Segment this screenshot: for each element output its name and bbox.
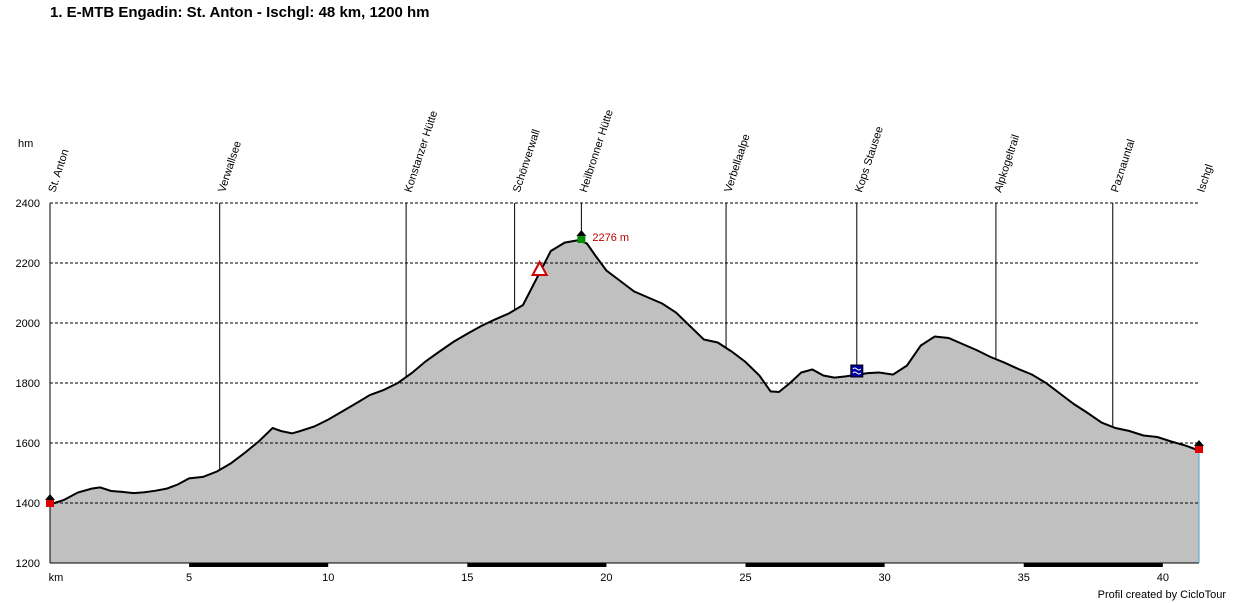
chart-title: 1. E-MTB Engadin: St. Anton - Ischgl: 48… — [50, 4, 430, 21]
x-tick-label: 40 — [1157, 572, 1169, 584]
x-tick-label: 25 — [739, 572, 751, 584]
y-tick-label: 1600 — [16, 438, 40, 450]
km-band-segment — [745, 563, 885, 567]
waypoint-label: Kops Stausee — [853, 125, 886, 194]
waypoint-label: Konstanzer Hütte — [403, 109, 441, 194]
lake-icon — [850, 364, 864, 378]
km-band-segment — [467, 563, 607, 567]
x-tick-label: 20 — [600, 572, 612, 584]
y-tick-label: 1400 — [16, 498, 40, 510]
elevation-area — [50, 240, 1199, 563]
peak-elevation-label: 2276 m — [592, 232, 629, 244]
credit-text: Profil created by CicloTour — [1097, 589, 1226, 601]
summit-icon — [576, 230, 587, 243]
x-tick-label: 5 — [186, 572, 192, 584]
x-tick-label: 35 — [1018, 572, 1030, 584]
x-tick-label: 15 — [461, 572, 473, 584]
waypoint-label: Heilbronner Hütte — [578, 108, 616, 194]
y-tick-label: 2000 — [16, 318, 40, 330]
warning-icon — [530, 259, 549, 276]
waypoint-label: Verbellaalpe — [722, 133, 752, 194]
elevation-line — [49, 239, 1200, 506]
waypoint-label: Alpkogeltrail — [992, 133, 1022, 194]
waypoint-label: Verwallsee — [216, 140, 244, 194]
km-band-segment — [1023, 563, 1163, 567]
x-tick-label: 10 — [322, 572, 334, 584]
y-tick-label: 1200 — [16, 558, 40, 570]
waypoint-label: St. Anton — [46, 148, 71, 194]
waypoint-label: Ischgl — [1195, 163, 1215, 194]
y-tick-label: 2400 — [16, 198, 40, 210]
start-flag-icon — [45, 494, 55, 507]
x-tick-label: 30 — [878, 572, 890, 584]
km-band-segment — [189, 563, 329, 567]
x-axis-label: km — [49, 572, 64, 584]
y-tick-label: 1800 — [16, 378, 40, 390]
waypoint-label: Schönverwall — [511, 128, 543, 194]
finish-flag-icon — [1194, 440, 1204, 453]
waypoint-label: Paznauntal — [1109, 138, 1137, 194]
y-axis-label: hm — [18, 138, 33, 150]
y-tick-label: 2200 — [16, 258, 40, 270]
